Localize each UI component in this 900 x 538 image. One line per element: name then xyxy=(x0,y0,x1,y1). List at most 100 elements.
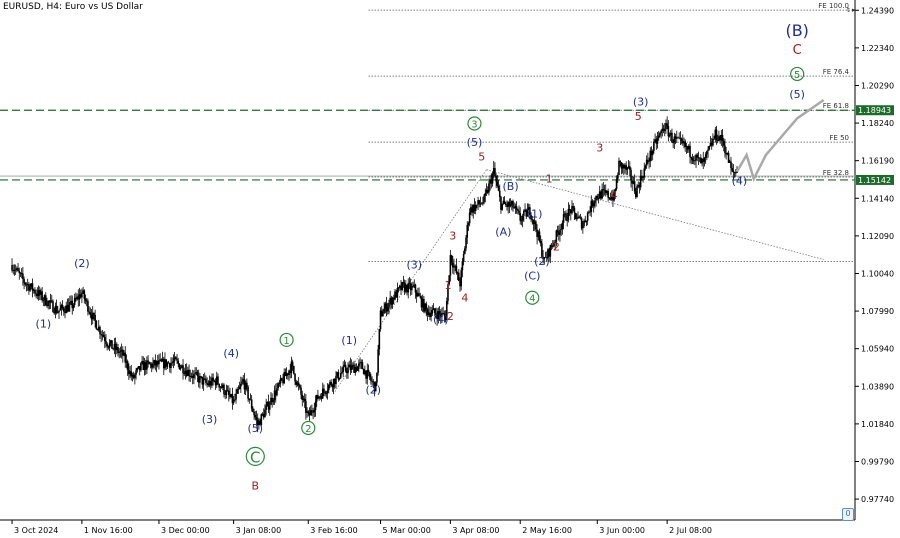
candle-body xyxy=(620,162,623,169)
candle-body xyxy=(423,298,425,312)
candle-body xyxy=(230,394,233,398)
candle-body xyxy=(107,346,110,348)
candle-body xyxy=(234,399,236,401)
candle-body xyxy=(129,371,131,375)
candle-body xyxy=(378,329,381,350)
candle-body xyxy=(510,201,513,205)
candle-body xyxy=(126,361,129,371)
candle-body xyxy=(507,202,509,207)
candle-body xyxy=(435,312,437,316)
candle-body xyxy=(567,209,570,221)
candle-body xyxy=(494,168,496,176)
candle-body xyxy=(389,297,391,303)
candle-body xyxy=(437,311,440,320)
candle-body xyxy=(650,150,653,156)
candle-body xyxy=(726,152,729,155)
candle-body xyxy=(221,384,224,388)
candle-body xyxy=(57,312,59,314)
candle-body xyxy=(563,213,566,215)
wave-label: (4) xyxy=(223,347,239,360)
candle-body xyxy=(561,222,564,230)
candle-body xyxy=(256,419,259,426)
candle-body xyxy=(468,212,471,224)
candle-body xyxy=(319,395,322,397)
candle-body xyxy=(277,383,279,389)
candle-body xyxy=(54,306,57,314)
candle-body xyxy=(527,207,530,211)
candle-body xyxy=(66,305,69,312)
candle-body xyxy=(155,361,158,366)
candle-body xyxy=(719,136,721,141)
wave-label: B xyxy=(252,480,260,493)
wave-label: 3 xyxy=(449,229,456,242)
candle-body xyxy=(356,366,359,371)
candle-body xyxy=(160,359,163,362)
candle-body xyxy=(720,134,723,141)
candle-body xyxy=(146,360,148,370)
candle-body xyxy=(556,230,559,233)
candle-body xyxy=(592,203,595,207)
candle-body xyxy=(538,231,541,241)
candle-body xyxy=(19,272,22,274)
candle-body xyxy=(639,175,642,188)
price-tick-label: 1.03890 xyxy=(861,382,894,391)
candle-body xyxy=(686,146,689,150)
candle-body xyxy=(668,134,671,137)
candle-body xyxy=(614,189,617,192)
candle-body xyxy=(364,370,366,375)
wave-label: (3) xyxy=(406,259,422,272)
candle-body xyxy=(478,200,481,204)
candle-body xyxy=(618,160,620,176)
candle-body xyxy=(462,254,465,262)
candle-body xyxy=(595,195,597,201)
candle-body xyxy=(197,375,200,383)
candle-body xyxy=(285,373,288,376)
candle-body xyxy=(116,347,118,351)
candle-body xyxy=(409,283,412,291)
price-level-value: 1.15142 xyxy=(858,176,891,185)
candle-body xyxy=(637,185,640,187)
candle-body xyxy=(442,313,444,314)
wave-label: (4) xyxy=(433,313,449,326)
candle-body xyxy=(97,326,100,331)
candle-body xyxy=(59,308,62,311)
candle-body xyxy=(199,376,201,383)
candle-body xyxy=(165,359,167,367)
wave-label: 3 xyxy=(471,119,477,130)
wave-label: (5) xyxy=(467,136,483,149)
wave-label: (3) xyxy=(202,413,218,426)
price-tick-label: 1.05940 xyxy=(861,345,894,354)
wave-label: (3) xyxy=(633,95,649,108)
candle-body xyxy=(93,312,95,316)
candle-body xyxy=(415,292,418,297)
candle-body xyxy=(425,303,428,310)
candle-body xyxy=(248,398,251,400)
candle-body xyxy=(182,365,184,374)
candle-body xyxy=(206,382,208,384)
wave-label: (B) xyxy=(785,21,808,40)
candle-body xyxy=(594,200,596,204)
wave-label: C xyxy=(793,43,802,58)
candle-body xyxy=(612,196,614,201)
candle-body xyxy=(694,160,696,162)
candle-body xyxy=(103,337,106,341)
candle-body xyxy=(489,179,491,184)
object-list-icon[interactable]: 0 xyxy=(842,508,854,521)
candle-body xyxy=(602,189,605,190)
candle-body xyxy=(83,290,86,299)
candle-body xyxy=(535,221,537,230)
candle-body xyxy=(624,165,626,169)
candle-body xyxy=(400,285,402,290)
candle-body xyxy=(18,271,21,273)
candle-body xyxy=(715,129,718,141)
candle-body xyxy=(130,371,133,377)
candle-body xyxy=(338,377,341,380)
candle-body xyxy=(559,229,561,235)
candle-body xyxy=(725,153,727,155)
candle-body xyxy=(111,340,113,349)
candle-body xyxy=(136,368,139,371)
candle-body xyxy=(24,282,27,285)
wave-label: 1 xyxy=(546,173,553,186)
candle-body xyxy=(20,273,23,275)
